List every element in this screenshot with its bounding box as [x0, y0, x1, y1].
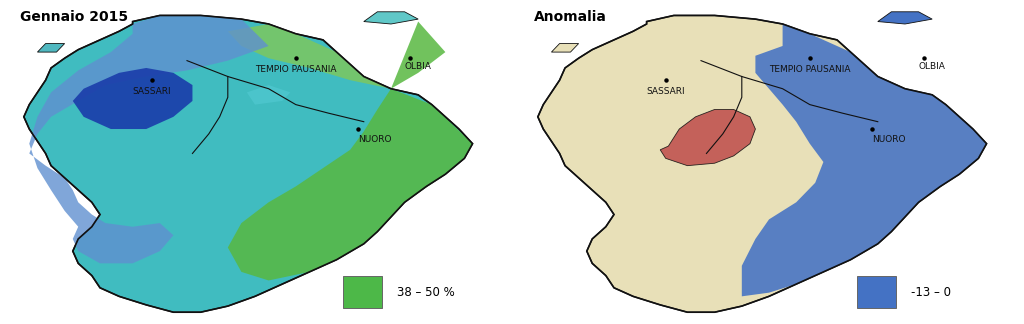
Text: SASSARI: SASSARI — [646, 87, 685, 96]
Polygon shape — [227, 22, 472, 281]
Text: OLBIA: OLBIA — [404, 62, 431, 71]
Text: TEMPIO PAUSANIA: TEMPIO PAUSANIA — [255, 64, 337, 74]
Polygon shape — [552, 43, 579, 52]
Polygon shape — [227, 24, 391, 89]
Text: NUORO: NUORO — [358, 135, 392, 145]
Text: -13 – 0: -13 – 0 — [911, 286, 951, 299]
Polygon shape — [741, 24, 986, 296]
FancyBboxPatch shape — [343, 276, 382, 308]
Polygon shape — [30, 16, 268, 263]
Text: OLBIA: OLBIA — [919, 62, 945, 71]
Polygon shape — [878, 12, 932, 24]
Polygon shape — [73, 68, 193, 129]
Polygon shape — [24, 16, 472, 312]
Text: TEMPIO PAUSANIA: TEMPIO PAUSANIA — [769, 64, 851, 74]
Polygon shape — [247, 85, 291, 105]
Text: Gennaio 2015: Gennaio 2015 — [20, 10, 128, 24]
Polygon shape — [38, 43, 65, 52]
Text: Anomalia: Anomalia — [535, 10, 607, 24]
Text: NUORO: NUORO — [872, 135, 906, 145]
Polygon shape — [538, 16, 986, 312]
Polygon shape — [364, 12, 418, 24]
Text: 38 – 50 %: 38 – 50 % — [397, 286, 455, 299]
Polygon shape — [660, 110, 756, 166]
Text: SASSARI: SASSARI — [132, 87, 171, 96]
FancyBboxPatch shape — [857, 276, 896, 308]
